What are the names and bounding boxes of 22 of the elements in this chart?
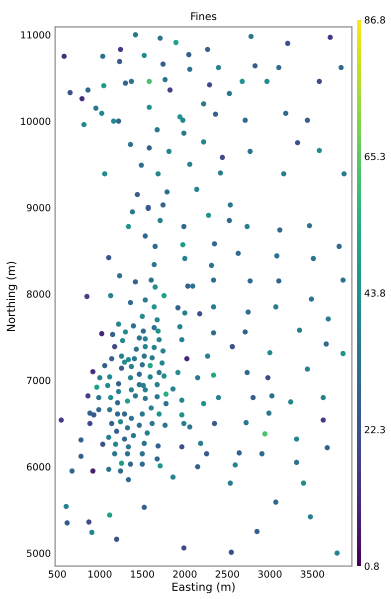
y-tick-label: 6000 [26,463,50,471]
x-tick-label: 2000 [173,570,197,578]
x-tick-label: 1500 [130,570,154,578]
color-bar-label: 43.8 [364,289,386,297]
y-tick-label: 7000 [27,376,50,384]
x-tick-label: 2500 [216,570,240,578]
color-bar-label: 86.8 [364,16,386,24]
y-tick-label: 10000 [21,118,50,125]
x-axis-title: Easting (m) [172,582,235,594]
x-tick-label: 1000 [88,570,112,578]
x-tick-label: 3500 [300,570,324,578]
color-bar-label: 65.3 [364,152,385,160]
y-axis-title: Northing (m) [6,262,18,332]
chart-title: Fines [191,12,216,20]
y-tick-label: 9000 [26,204,50,212]
y-tick-label: 5000 [26,550,50,557]
color-bar-label: 22.3 [364,426,385,434]
y-tick-label: 8000 [26,290,50,298]
x-tick-label: 500 [48,570,66,578]
y-tick-label: 11000 [21,31,50,39]
x-tick-label: 3000 [258,570,282,578]
color-bar-label: 0.8 [364,562,379,570]
